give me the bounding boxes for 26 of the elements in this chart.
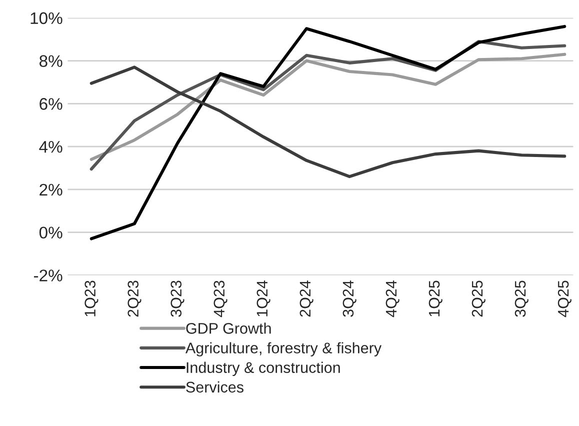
x-tick-label: 3Q24 — [342, 280, 356, 317]
legend-label: Industry & construction — [186, 362, 340, 376]
x-tick-label: 3Q25 — [514, 280, 528, 317]
y-tick-label: 8% — [40, 55, 62, 67]
x-tick-label: 2Q24 — [300, 280, 314, 317]
legend-label: Agriculture, forestry & fishery — [185, 342, 382, 356]
x-tick-label: 1Q25 — [428, 280, 442, 316]
x-tick-label: 1Q24 — [256, 280, 270, 316]
x-tick-label: 2Q25 — [472, 280, 486, 317]
x-tick-label: 4Q25 — [558, 280, 572, 318]
y-tick-label: 2% — [40, 184, 62, 196]
x-tick-label: 3Q23 — [170, 280, 184, 317]
line-series — [90, 66, 566, 178]
x-tick-label: 1Q23 — [84, 280, 98, 316]
y-tick-label: 0% — [39, 226, 62, 239]
y-tick-label: 6% — [40, 98, 62, 110]
legend-label: GDP Growth — [186, 322, 271, 334]
y-tick-label: 10% — [30, 12, 62, 24]
x-tick-label: 4Q23 — [214, 280, 228, 318]
line-series — [90, 24, 566, 240]
x-tick-label: 2Q23 — [128, 280, 142, 317]
legend-label: Services — [186, 381, 244, 393]
y-tick-label: -2% — [34, 270, 62, 282]
x-tick-label: 4Q24 — [386, 280, 400, 318]
y-tick-label: 4% — [39, 141, 62, 153]
line-series — [90, 52, 566, 161]
